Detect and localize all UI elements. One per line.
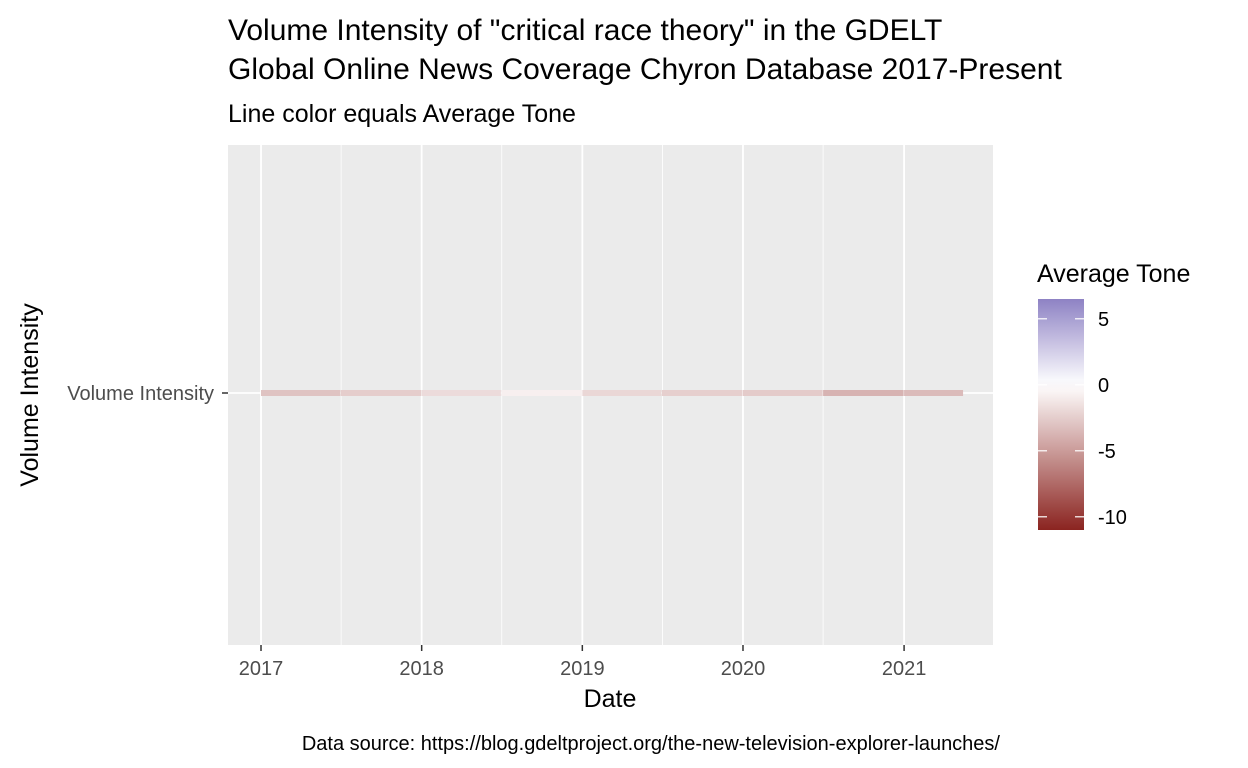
x-axis-ticks [260,645,905,651]
chart-title-line-1: Volume Intensity of "critical race theor… [228,14,942,47]
caption-data-source: Data source: https://blog.gdeltproject.o… [302,733,1001,755]
legend-ticks [1038,318,1084,518]
legend-labels: 5 0 -5 -10 [1098,309,1127,529]
legend-label-0: 5 [1098,309,1109,331]
legend-label-3: -10 [1098,507,1127,529]
tone-segment-6 [742,390,823,396]
x-tick-label-2017: 2017 [239,658,284,680]
y-axis-tick-label: Volume Intensity [67,383,214,405]
x-tick-label-2021: 2021 [882,658,927,680]
tone-segment-7 [823,390,904,396]
legend-colorbar [1038,299,1084,530]
chart-subtitle: Line color equals Average Tone [228,100,576,128]
x-axis-title: Date [584,685,637,713]
tone-segment-5 [661,390,743,396]
chart-title-line-2: Global Online News Coverage Chyron Datab… [228,53,1062,86]
tone-segment-4 [582,390,662,396]
legend-title: Average Tone [1037,260,1190,288]
x-tick-label-2020: 2020 [721,658,766,680]
y-axis-title: Volume Intensity [16,303,44,487]
plot-panel [228,145,993,645]
tone-segment-2 [421,390,501,396]
legend: Average Tone 5 0 -5 -10 [1037,260,1190,530]
tone-segment-0 [261,390,341,396]
tone-segment-8 [904,390,964,396]
x-axis-tick-labels: 2017 2018 2019 2020 2021 [239,658,927,680]
x-tick-label-2019: 2019 [560,658,605,680]
legend-label-2: -5 [1098,441,1116,463]
tone-segment-3 [501,390,582,396]
tone-segment-1 [340,390,422,396]
legend-label-1: 0 [1098,375,1109,397]
x-tick-label-2018: 2018 [399,658,444,680]
tone-band [261,390,964,396]
